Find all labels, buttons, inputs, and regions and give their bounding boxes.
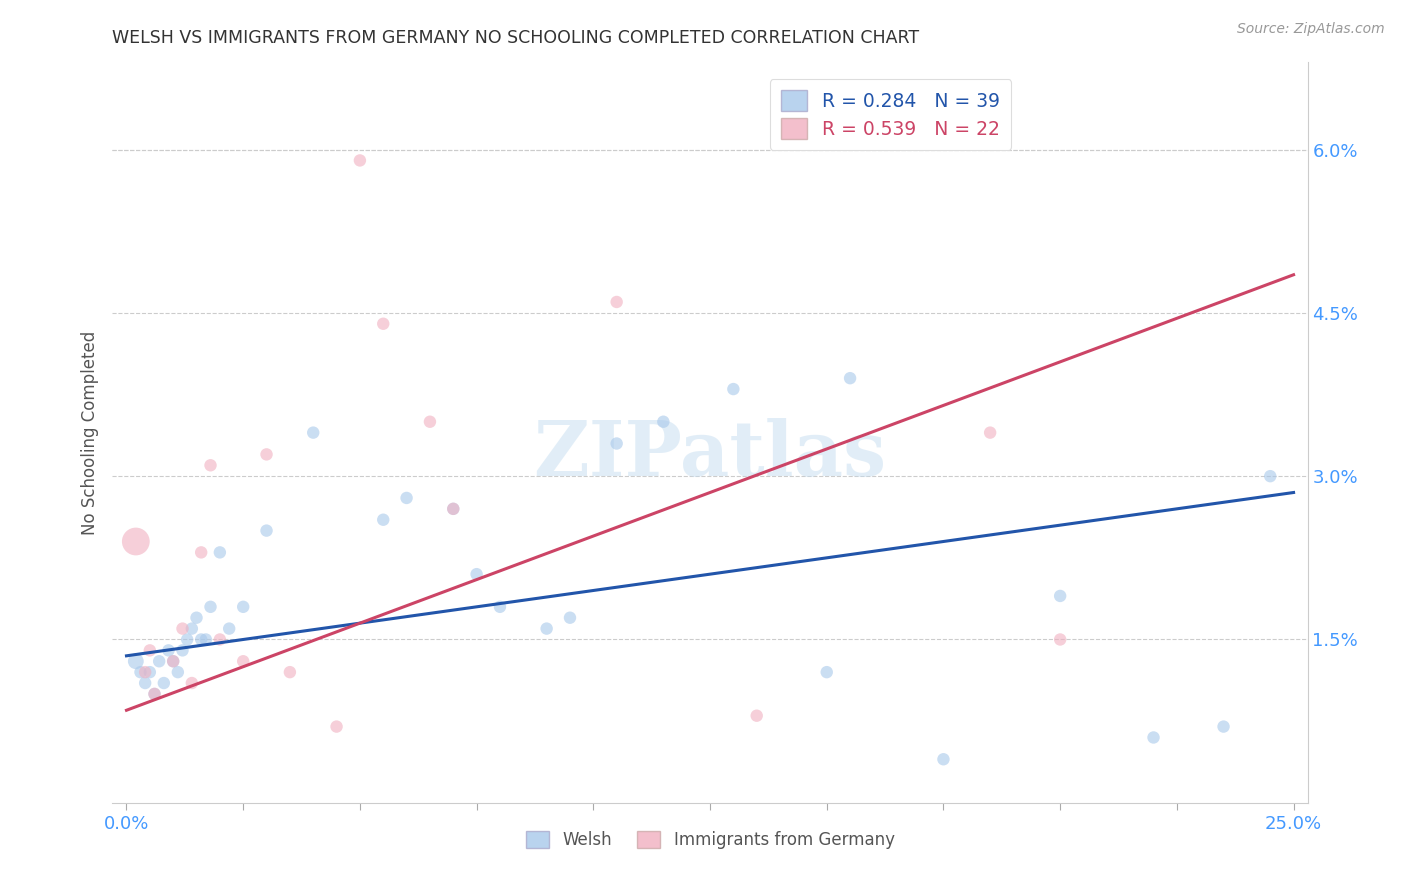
Point	[419, 415, 441, 429]
Point	[200, 458, 222, 473]
Point	[190, 545, 212, 559]
Text: ZIPatlas: ZIPatlas	[533, 417, 887, 491]
Point	[606, 295, 628, 310]
Point	[143, 687, 166, 701]
Point	[723, 382, 745, 396]
Point	[232, 654, 254, 668]
Point	[200, 599, 222, 614]
Point	[180, 622, 202, 636]
Point	[536, 622, 558, 636]
Point	[349, 153, 371, 168]
Point	[815, 665, 838, 680]
Point	[302, 425, 325, 440]
Point	[129, 665, 152, 680]
Point	[1049, 632, 1071, 647]
Point	[180, 676, 202, 690]
Point	[256, 524, 278, 538]
Point	[153, 676, 176, 690]
Point	[256, 447, 278, 461]
Point	[134, 665, 156, 680]
Point	[148, 654, 170, 668]
Point	[139, 643, 162, 657]
Point	[932, 752, 955, 766]
Point	[395, 491, 418, 505]
Point	[218, 622, 240, 636]
Point	[465, 567, 488, 582]
Point	[839, 371, 862, 385]
Text: Source: ZipAtlas.com: Source: ZipAtlas.com	[1237, 22, 1385, 37]
Point	[143, 687, 166, 701]
Point	[558, 610, 581, 624]
Point	[172, 643, 194, 657]
Point	[606, 436, 628, 450]
Point	[208, 545, 231, 559]
Point	[190, 632, 212, 647]
Point	[157, 643, 180, 657]
Point	[979, 425, 1001, 440]
Point	[162, 654, 184, 668]
Legend: Welsh, Immigrants from Germany: Welsh, Immigrants from Germany	[517, 822, 903, 857]
Point	[325, 720, 347, 734]
Point	[162, 654, 184, 668]
Point	[1212, 720, 1234, 734]
Point	[489, 599, 512, 614]
Point	[194, 632, 217, 647]
Point	[373, 513, 395, 527]
Point	[232, 599, 254, 614]
Point	[745, 708, 768, 723]
Point	[441, 501, 464, 516]
Text: WELSH VS IMMIGRANTS FROM GERMANY NO SCHOOLING COMPLETED CORRELATION CHART: WELSH VS IMMIGRANTS FROM GERMANY NO SCHO…	[112, 29, 920, 47]
Point	[125, 654, 148, 668]
Point	[172, 622, 194, 636]
Point	[373, 317, 395, 331]
Point	[176, 632, 198, 647]
Point	[186, 610, 208, 624]
Point	[652, 415, 675, 429]
Point	[1049, 589, 1071, 603]
Point	[208, 632, 231, 647]
Point	[125, 534, 148, 549]
Point	[139, 665, 162, 680]
Point	[278, 665, 301, 680]
Point	[441, 501, 464, 516]
Y-axis label: No Schooling Completed: No Schooling Completed	[80, 331, 98, 534]
Point	[1142, 731, 1164, 745]
Point	[134, 676, 156, 690]
Point	[166, 665, 188, 680]
Point	[1258, 469, 1281, 483]
